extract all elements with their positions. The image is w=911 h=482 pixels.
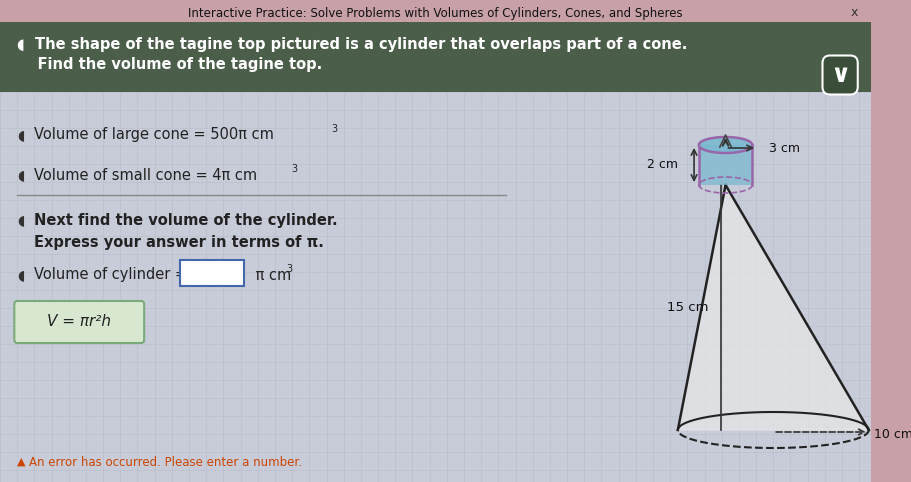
Text: 3: 3	[291, 164, 297, 174]
Text: ◖: ◖	[17, 268, 25, 282]
Polygon shape	[698, 137, 752, 153]
FancyBboxPatch shape	[15, 301, 144, 343]
Text: Interactive Practice: Solve Problems with Volumes of Cylinders, Cones, and Spher: Interactive Practice: Solve Problems wit…	[188, 6, 682, 19]
Text: 3: 3	[331, 124, 337, 134]
Polygon shape	[698, 145, 752, 185]
Text: Volume of large cone = 500π cm: Volume of large cone = 500π cm	[35, 128, 274, 143]
Text: 10 cm: 10 cm	[873, 428, 911, 442]
Text: ◖: ◖	[17, 213, 25, 227]
Text: x: x	[850, 6, 857, 19]
Text: 15 cm: 15 cm	[666, 301, 707, 314]
Text: π cm: π cm	[251, 268, 291, 282]
FancyBboxPatch shape	[180, 260, 244, 286]
Polygon shape	[677, 185, 868, 430]
Text: Find the volume of the tagine top.: Find the volume of the tagine top.	[17, 57, 322, 72]
Text: ▲: ▲	[17, 457, 26, 467]
FancyBboxPatch shape	[0, 0, 870, 22]
Text: V = πr²h: V = πr²h	[47, 314, 111, 330]
Text: Volume of small cone = 4π cm: Volume of small cone = 4π cm	[35, 168, 257, 183]
Text: An error has occurred. Please enter a number.: An error has occurred. Please enter a nu…	[28, 455, 302, 469]
Text: Express your answer in terms of π.: Express your answer in terms of π.	[35, 236, 324, 251]
FancyBboxPatch shape	[0, 92, 870, 482]
FancyBboxPatch shape	[0, 22, 870, 92]
Text: 2 cm: 2 cm	[646, 159, 677, 172]
Text: ◖: ◖	[17, 128, 25, 142]
Text: Volume of cylinder =: Volume of cylinder =	[35, 268, 188, 282]
Text: ∨: ∨	[829, 63, 849, 87]
Text: ◖: ◖	[17, 168, 25, 182]
Text: 3 cm: 3 cm	[769, 142, 800, 155]
Text: ◖  The shape of the tagine top pictured is a cylinder that overlaps part of a co: ◖ The shape of the tagine top pictured i…	[17, 38, 687, 53]
Text: Next find the volume of the cylinder.: Next find the volume of the cylinder.	[35, 213, 338, 228]
Text: 3: 3	[286, 264, 292, 274]
